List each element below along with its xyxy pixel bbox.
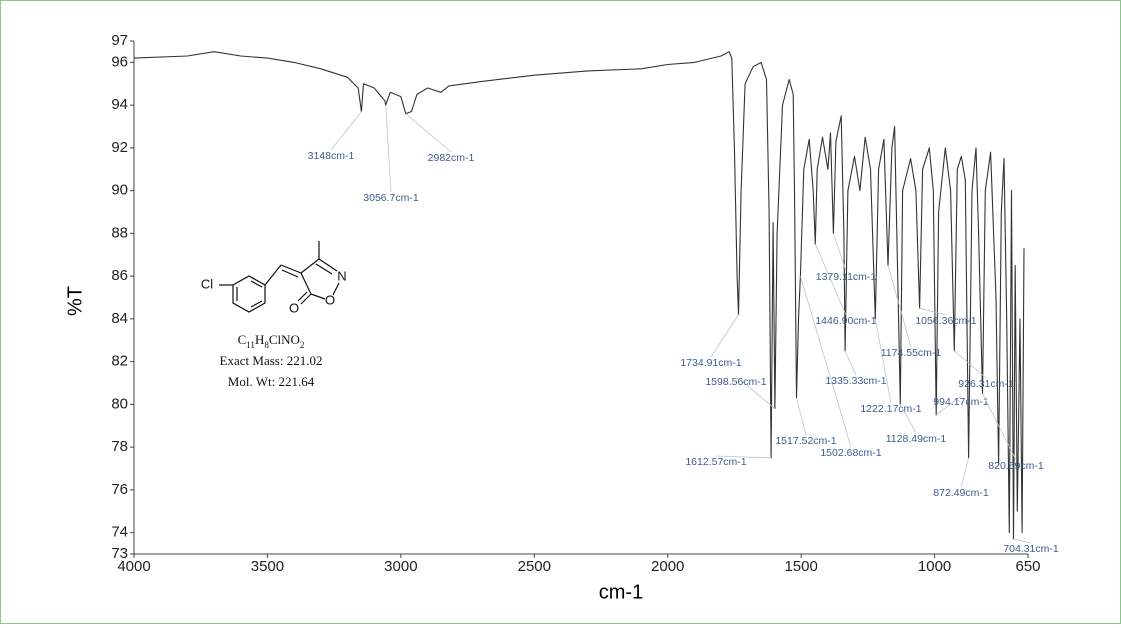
annotation: 1598.56cm-1 xyxy=(705,376,766,388)
formula: C11H8ClNO2 xyxy=(238,332,305,350)
annotation-leader xyxy=(715,455,772,459)
annotation: 1128.49cm-1 xyxy=(886,433,947,445)
annotation-leader xyxy=(405,113,452,153)
y-tick-label: 82 xyxy=(111,353,128,370)
bond xyxy=(250,300,263,308)
spectrum-line xyxy=(133,51,1025,540)
annotation: 1734.91cm-1 xyxy=(680,357,741,369)
annotation-leader xyxy=(796,397,807,436)
x-tick-label: 4000 xyxy=(117,558,150,575)
exact-mass: Exact Mass: 221.02 xyxy=(220,353,323,368)
y-tick-label: 96 xyxy=(111,53,128,70)
y-tick-label: 88 xyxy=(111,224,128,241)
bond xyxy=(281,269,299,278)
y-tick-label: 78 xyxy=(111,438,128,455)
annotation: 1335.33cm-1 xyxy=(825,375,886,387)
annotation-leader xyxy=(887,265,912,348)
annotation: 1174.55cm-1 xyxy=(881,347,942,359)
annotation: 1517.52cm-1 xyxy=(775,435,836,447)
bond xyxy=(280,264,302,274)
y-tick-label: 76 xyxy=(111,481,128,498)
y-tick-label: 92 xyxy=(111,139,128,156)
x-tick-label: 3500 xyxy=(251,558,284,575)
y-tick-label: 86 xyxy=(111,267,128,284)
atom-label: O xyxy=(289,300,299,315)
annotation: 1502.68cm-1 xyxy=(820,447,881,459)
annotation-leader xyxy=(919,307,947,316)
y-tick-label: 90 xyxy=(111,182,128,199)
annotation-leader xyxy=(982,393,1017,461)
benzene-ring xyxy=(232,275,266,313)
y-axis-label: %T xyxy=(64,286,86,316)
annotation-leader xyxy=(844,350,857,376)
annotation-leader xyxy=(833,233,847,272)
bond xyxy=(318,258,338,272)
x-tick-label: 2000 xyxy=(651,558,684,575)
annotation-leader xyxy=(935,395,962,416)
annotation-leader xyxy=(874,318,892,404)
annotation: 2982cm-1 xyxy=(428,152,475,164)
x-tick-label: 2500 xyxy=(518,558,551,575)
y-tick-label: 80 xyxy=(111,395,128,412)
y-tick-label: 97 xyxy=(111,32,128,49)
annotation-leader xyxy=(899,404,917,434)
annotation: 1056.36cm-1 xyxy=(915,315,976,327)
bond xyxy=(264,264,282,286)
molecule xyxy=(219,241,340,313)
x-tick-label: 1500 xyxy=(784,558,817,575)
annotation-leader xyxy=(960,457,970,488)
annotation: 872.49cm-1 xyxy=(933,487,989,499)
x-tick-label: 1000 xyxy=(918,558,951,575)
annotation: 3148cm-1 xyxy=(308,150,355,162)
annotation: 704.31cm-1 xyxy=(1003,543,1059,555)
bond xyxy=(300,258,320,274)
annotation-leader xyxy=(735,375,776,409)
annotation: 1446.90cm-1 xyxy=(815,315,876,327)
bond xyxy=(297,291,308,302)
annotation: 1379.11cm-1 xyxy=(816,271,877,283)
atom-label: O xyxy=(325,292,335,307)
atom-label: Cl xyxy=(201,276,213,291)
x-tick-label: 650 xyxy=(1015,558,1040,575)
bond xyxy=(250,280,263,288)
annotation-leader xyxy=(800,276,852,448)
bond xyxy=(300,293,312,305)
annotation: 1612.57cm-1 xyxy=(685,456,746,468)
annotation: 3056.7cm-1 xyxy=(363,192,419,204)
mol-wt: Mol. Wt: 221.64 xyxy=(228,374,315,389)
annotation-leader xyxy=(710,314,739,358)
annotation: 994.17cm-1 xyxy=(933,396,989,408)
annotation-leader xyxy=(814,243,847,316)
annotation: 820.59cm-1 xyxy=(988,460,1044,472)
annotation-leader xyxy=(954,350,987,379)
x-tick-label: 3000 xyxy=(384,558,417,575)
y-tick-label: 84 xyxy=(111,310,128,327)
bond xyxy=(332,282,340,296)
atom-label: N xyxy=(337,268,346,283)
bond xyxy=(310,293,326,300)
y-tick-label: 94 xyxy=(111,96,128,113)
x-axis-label: cm-1 xyxy=(599,581,643,603)
annotation: 926.31cm-1 xyxy=(958,378,1014,390)
y-tick-label: 73 xyxy=(111,545,128,562)
annotation-leader xyxy=(1013,538,1032,544)
annotation: 1222.17cm-1 xyxy=(860,403,921,415)
annotation-leader xyxy=(385,105,392,193)
y-tick-label: 74 xyxy=(111,524,128,541)
annotation-leader xyxy=(330,111,362,151)
bond xyxy=(300,272,312,295)
bond xyxy=(315,263,333,275)
